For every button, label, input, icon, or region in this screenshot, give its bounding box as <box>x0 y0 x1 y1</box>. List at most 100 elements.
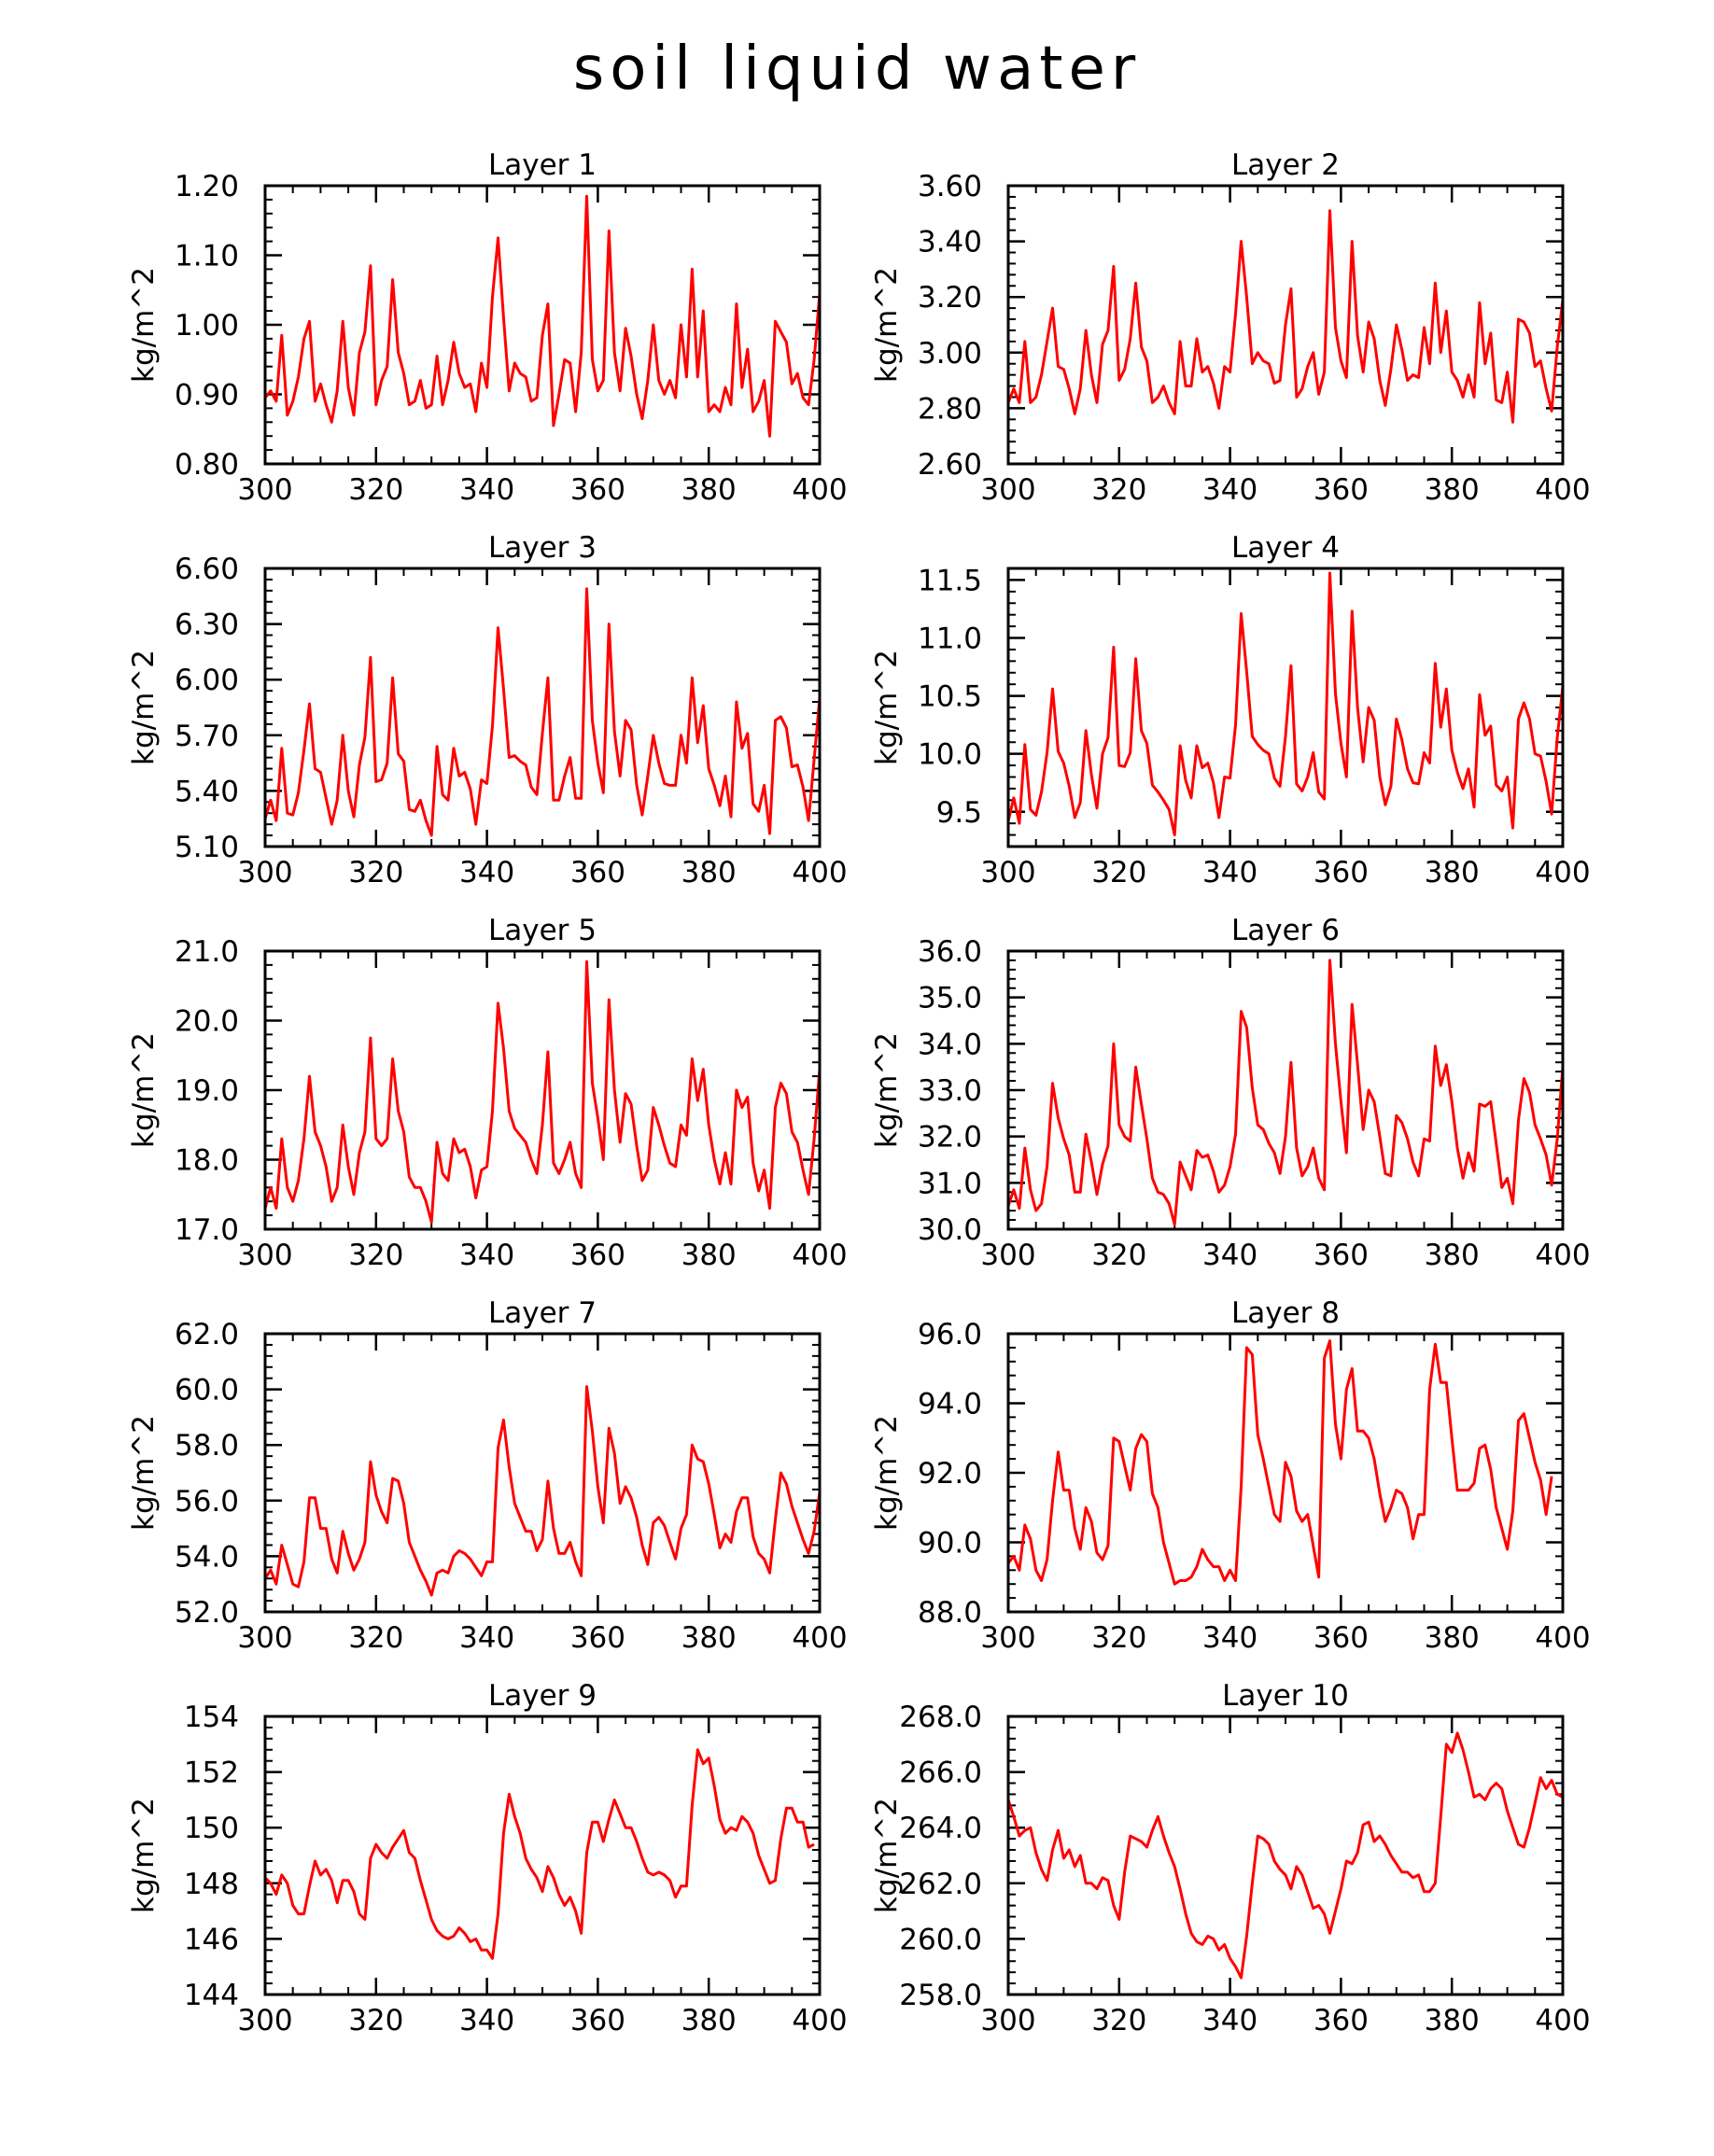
y-tick-label: 0.90 <box>175 379 239 413</box>
series-line <box>1008 1731 1563 1980</box>
x-tick-label: 400 <box>792 473 847 507</box>
y-tick-label: 144 <box>184 1979 239 2012</box>
x-tick-label: 320 <box>1091 2004 1146 2037</box>
figure-title: soil liquid water <box>573 35 1141 104</box>
x-tick-label: 320 <box>348 473 403 507</box>
y-tick-label: 262.0 <box>899 1868 982 1901</box>
plot-frame <box>1006 1715 1565 1996</box>
x-tick-label: 300 <box>980 856 1035 889</box>
y-tick-label: 146 <box>184 1923 239 1956</box>
x-tick-label: 400 <box>792 856 847 889</box>
y-tick-label: 9.5 <box>936 796 982 830</box>
plot-frame <box>263 1332 822 1614</box>
y-tick-label: 96.0 <box>918 1318 982 1351</box>
panel-9: Layer 9 kg/m^2 300 320 340 360 380 400 144 146 148… <box>127 1679 848 2037</box>
series-line <box>265 1748 815 1960</box>
y-tick-label: 3.40 <box>918 226 982 259</box>
x-tick-label: 380 <box>1425 473 1480 507</box>
y-tick-label: 152 <box>184 1757 239 1790</box>
y-tick-label: 52.0 <box>175 1596 239 1630</box>
y-tick-label: 3.60 <box>918 170 982 203</box>
y-tick-label: 11.5 <box>918 564 982 597</box>
x-tick-label: 400 <box>792 1621 847 1655</box>
panel-10: Layer 10 kg/m^2 300 320 340 360 380 400 258.0 260… <box>870 1679 1591 2037</box>
x-tick-label: 360 <box>570 1239 625 1272</box>
y-tick-label: 0.80 <box>175 448 239 482</box>
series-line <box>1008 209 1563 424</box>
y-axis-label: kg/m^2 <box>127 1798 161 1913</box>
x-tick-label: 340 <box>459 473 514 507</box>
y-tick-label: 5.10 <box>175 831 239 864</box>
panel-6: Layer 6 kg/m^2 300 320 340 360 380 400 30.0 31.0 3… <box>870 914 1591 1272</box>
y-tick-label: 31.0 <box>918 1167 982 1200</box>
series-line <box>1008 571 1563 837</box>
x-tick-label: 320 <box>348 1239 403 1272</box>
series-line <box>265 587 820 837</box>
x-tick-label: 400 <box>1535 473 1590 507</box>
chart-panels: Layer 1 kg/m^2 300 320 340 360 380 400 0.80 0.90 1… <box>127 148 1591 2037</box>
y-axis-label: kg/m^2 <box>870 267 904 383</box>
panel-title: Layer 9 <box>488 1679 597 1713</box>
x-tick-label: 400 <box>1535 856 1590 889</box>
plot-frame <box>263 567 822 848</box>
y-tick-label: 264.0 <box>899 1812 982 1845</box>
y-axis-label: kg/m^2 <box>870 1032 904 1148</box>
x-tick-label: 380 <box>1425 856 1480 889</box>
y-tick-label: 56.0 <box>175 1485 239 1519</box>
panel-7: Layer 7 kg/m^2 300 320 340 360 380 400 52.0 54.0 5… <box>127 1296 848 1655</box>
y-tick-label: 10.0 <box>918 738 982 772</box>
series-line <box>265 194 820 438</box>
plot-frame <box>1006 567 1565 848</box>
y-tick-label: 92.0 <box>918 1457 982 1491</box>
y-tick-label: 150 <box>184 1812 239 1845</box>
y-tick-label: 258.0 <box>899 1979 982 2012</box>
y-axis-label: kg/m^2 <box>870 1415 904 1531</box>
x-tick-label: 300 <box>237 2004 292 2037</box>
y-tick-label: 36.0 <box>918 935 982 969</box>
panel-3: Layer 3 kg/m^2 300 320 340 360 380 400 5.10 5.40 5… <box>127 531 848 889</box>
x-tick-label: 360 <box>570 2004 625 2037</box>
y-tick-label: 1.10 <box>175 240 239 273</box>
y-axis-label: kg/m^2 <box>870 1798 904 1913</box>
x-tick-label: 380 <box>1425 1239 1480 1272</box>
y-tick-label: 268.0 <box>899 1701 982 1734</box>
y-tick-label: 11.0 <box>918 623 982 656</box>
x-tick-label: 380 <box>681 473 737 507</box>
plot-frame <box>263 1715 822 1996</box>
x-tick-label: 300 <box>237 1621 292 1655</box>
y-axis-label: kg/m^2 <box>127 1415 161 1531</box>
panel-title: Layer 8 <box>1231 1296 1340 1330</box>
panel-title: Layer 6 <box>1231 914 1340 947</box>
x-tick-label: 300 <box>980 2004 1035 2037</box>
x-tick-label: 360 <box>1314 2004 1369 2037</box>
y-tick-label: 34.0 <box>918 1028 982 1061</box>
panel-title: Layer 7 <box>488 1296 597 1330</box>
x-tick-label: 320 <box>1091 856 1146 889</box>
y-tick-label: 54.0 <box>175 1540 239 1574</box>
panel-2: Layer 2 kg/m^2 300 320 340 360 380 400 2.60 2.80 3… <box>870 148 1591 507</box>
panel-title: Layer 4 <box>1231 531 1340 565</box>
panel-4: Layer 4 kg/m^2 300 320 340 360 380 400 9.5 10.0 10… <box>870 531 1591 889</box>
plot-frame <box>1006 1332 1565 1614</box>
y-tick-label: 58.0 <box>175 1429 239 1463</box>
plot-frame <box>1006 949 1565 1231</box>
y-tick-label: 94.0 <box>918 1388 982 1421</box>
x-tick-label: 340 <box>459 2004 514 2037</box>
panel-title: Layer 5 <box>488 914 597 947</box>
y-tick-label: 266.0 <box>899 1757 982 1790</box>
x-tick-label: 360 <box>1314 1621 1369 1655</box>
x-tick-label: 320 <box>348 2004 403 2037</box>
y-axis-label: kg/m^2 <box>127 650 161 765</box>
x-tick-label: 360 <box>1314 473 1369 507</box>
x-tick-label: 300 <box>237 856 292 889</box>
y-tick-label: 1.20 <box>175 170 239 203</box>
x-tick-label: 380 <box>681 856 737 889</box>
panel-title: Layer 10 <box>1222 1679 1349 1713</box>
x-tick-label: 360 <box>570 473 625 507</box>
y-tick-label: 3.20 <box>918 281 982 315</box>
y-tick-label: 35.0 <box>918 982 982 1015</box>
y-tick-label: 2.60 <box>918 448 982 482</box>
y-tick-label: 30.0 <box>918 1213 982 1247</box>
panel-5: Layer 5 kg/m^2 300 320 340 360 380 400 17.0 18.0 1… <box>127 914 848 1272</box>
y-tick-label: 21.0 <box>175 935 239 969</box>
